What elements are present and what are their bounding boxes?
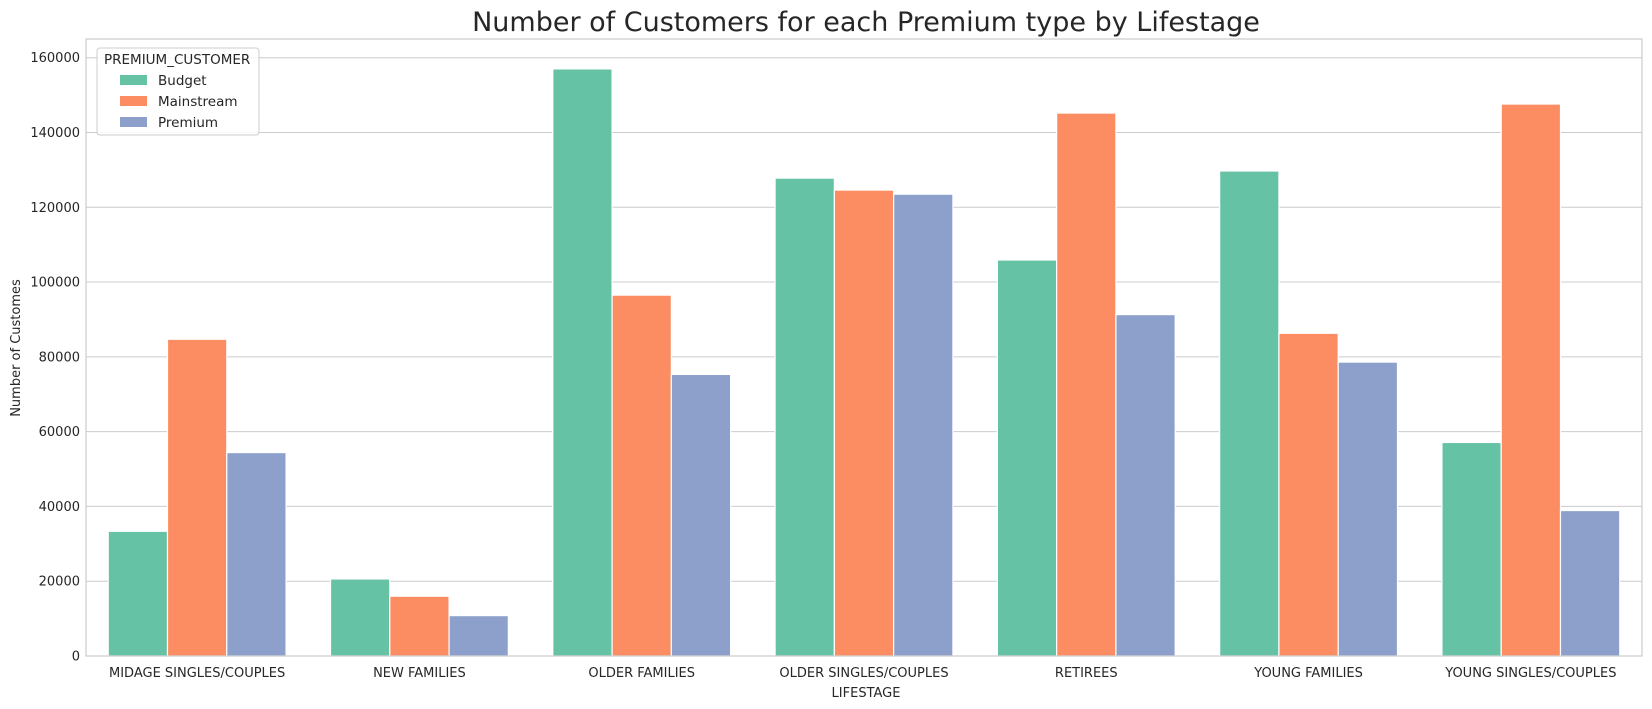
bar-mainstream-1 (166, 338, 228, 657)
x-tick-label: NEW FAMILIES (373, 666, 466, 681)
bar-premium-5 (1115, 313, 1176, 657)
legend-label-premium: Premium (158, 115, 218, 131)
y-tick-label: 120000 (30, 201, 80, 216)
bar-mainstream-4 (833, 189, 895, 657)
x-tick-label: YOUNG SINGLES/COUPLES (1444, 666, 1616, 681)
bar-budget-7 (1441, 441, 1502, 657)
legend: PREMIUM_CUSTOMER Budget Mainstream Premium (96, 47, 260, 136)
y-tick-label: 20000 (39, 575, 80, 590)
chart-title: Number of Customers for each Premium typ… (472, 7, 1260, 38)
y-tick-label: 0 (72, 650, 80, 665)
x-axis-label: LIFESTAGE (832, 686, 901, 701)
y-tick-label: 40000 (39, 500, 80, 515)
y-tick-label: 140000 (30, 126, 80, 141)
x-tick-label: MIDAGE SINGLES/COUPLES (109, 666, 285, 681)
bar-budget-1 (107, 530, 169, 657)
plot-frame (85, 38, 1643, 657)
bar-mainstream-5 (1056, 112, 1117, 657)
bar-premium-4 (893, 193, 954, 657)
legend-label-budget: Budget (158, 73, 207, 89)
bar-mainstream-6 (1278, 332, 1339, 657)
legend-items: Budget Mainstream Premium (120, 73, 238, 131)
legend-box (96, 47, 260, 136)
legend-title: PREMIUM_CUSTOMER (104, 52, 250, 68)
x-tick-label: OLDER SINGLES/COUPLES (779, 666, 948, 681)
legend-swatch-premium (120, 117, 147, 127)
y-tick-label: 80000 (39, 350, 80, 365)
bar-budget-3 (552, 68, 613, 657)
bar-budget-5 (996, 259, 1058, 657)
bar-budget-4 (774, 177, 835, 657)
y-axis-label: Number of Customes (9, 279, 24, 417)
legend-swatch-budget (120, 75, 147, 85)
x-tick-label: OLDER FAMILIES (588, 666, 695, 681)
bar-budget-6 (1219, 170, 1280, 657)
y-tick-label: 60000 (39, 425, 80, 440)
x-tick-label: YOUNG FAMILIES (1253, 666, 1363, 681)
bar-premium-7 (1559, 509, 1621, 657)
x-tick-label: RETIREES (1055, 666, 1118, 681)
bar-budget-2 (329, 578, 391, 657)
y-tick-label: 100000 (30, 276, 80, 291)
bar-mainstream-3 (611, 294, 672, 657)
bar-premium-6 (1337, 361, 1399, 657)
legend-label-mainstream: Mainstream (158, 94, 238, 110)
bars (107, 68, 1621, 657)
bar-premium-2 (448, 615, 509, 657)
y-tick-label: 160000 (30, 51, 80, 66)
legend-swatch-mainstream (120, 96, 147, 106)
bar-mainstream-7 (1500, 103, 1562, 657)
x-tick-labels: MIDAGE SINGLES/COUPLES NEW FAMILIES OLDER … (109, 666, 1616, 681)
bar-premium-3 (670, 373, 732, 657)
y-tick-labels: 0 20000 40000 60000 80000 100000 120000 140000 1… (30, 51, 80, 664)
bar-premium-1 (226, 451, 287, 657)
bar-mainstream-2 (389, 595, 450, 657)
